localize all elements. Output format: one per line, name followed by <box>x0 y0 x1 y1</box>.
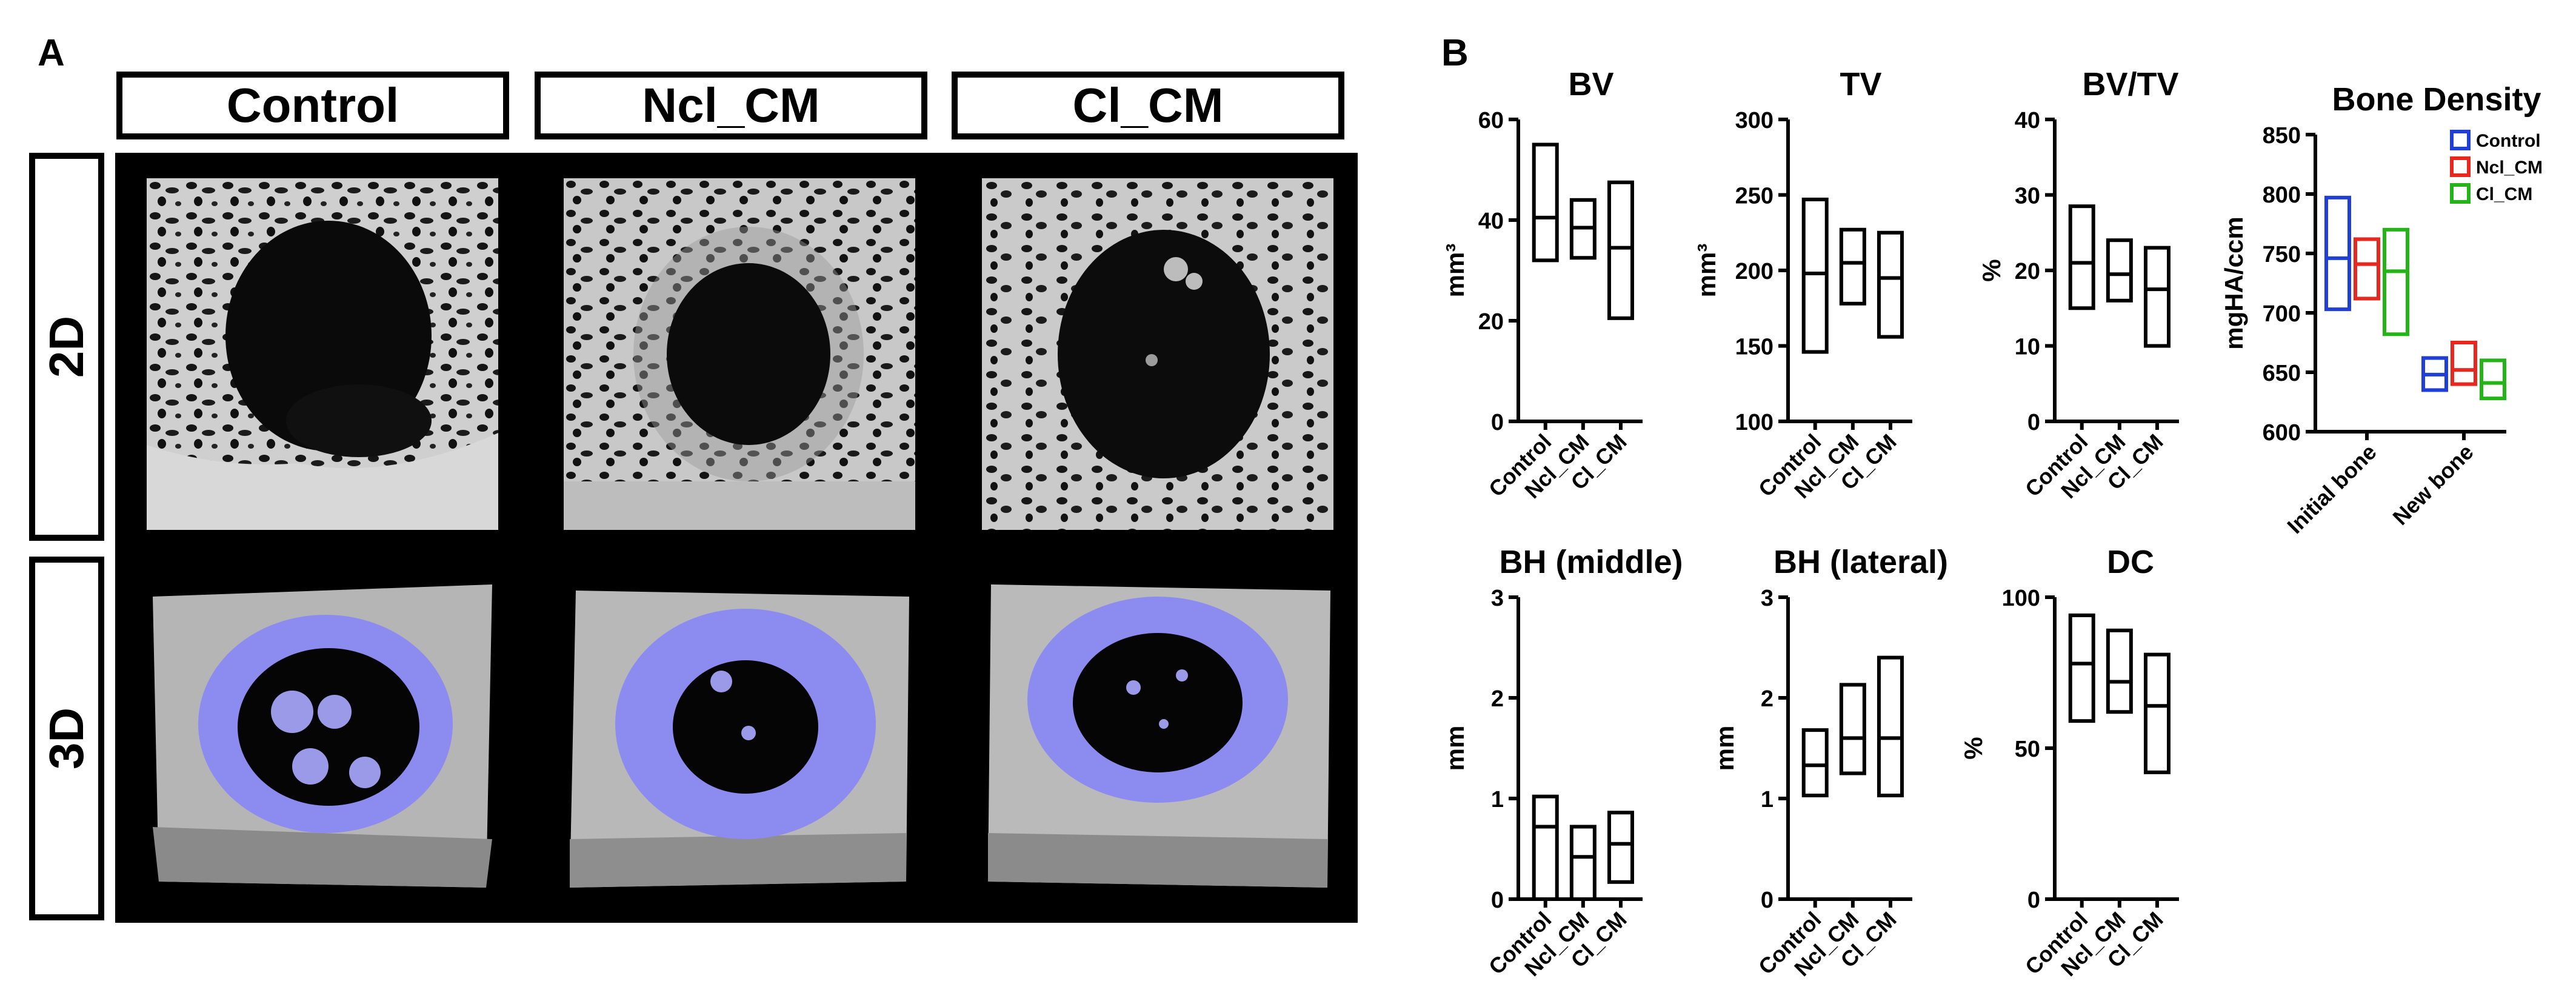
box-bv-tv-ncl-cm <box>2106 238 2133 303</box>
box-bh-middle-control <box>1532 794 1559 902</box>
y-tick-label-bh-lateral: 1 <box>1761 787 1774 812</box>
legend-swatch-control <box>2450 130 2471 150</box>
y-tick-label-bv-tv: 20 <box>2015 259 2040 284</box>
chart-title-bv-tv: BV/TV <box>2082 66 2178 102</box>
x-tick-label-bone-density-initial-bone: Initial bone <box>2282 440 2381 538</box>
y-tick-label-bv: 20 <box>1478 309 1504 335</box>
y-tick-label-bv-tv: 40 <box>2015 108 2040 133</box>
chart-title-bv: BV <box>1568 66 1613 102</box>
y-tick-label-bv: 40 <box>1478 209 1504 234</box>
box-bv-tv-cl-cm <box>2143 246 2171 348</box>
row-header-2d: 2D <box>29 153 104 541</box>
y-tick-label-tv: 300 <box>1735 108 1774 133</box>
row-header-3d: 3D <box>29 557 104 920</box>
y-tick-label-bh-lateral: 0 <box>1761 888 1774 913</box>
chart-title-bh-lateral: BH (lateral) <box>1774 544 1948 580</box>
box-tv-ncl-cm <box>1839 227 1866 306</box>
box-bv-tv-control <box>2068 204 2095 310</box>
box-bone-density-ncl-cm-initial-bone <box>2354 237 2380 301</box>
legend-swatch-ncl-cm <box>2450 156 2471 177</box>
y-tick-label-bh-lateral: 3 <box>1761 586 1774 611</box>
micro-ct-image-grid <box>115 153 1358 923</box>
y-axis-label-dc: % <box>1959 737 1987 759</box>
y-tick-label-bh-lateral: 2 <box>1761 686 1774 712</box>
column-header-cl-cm: Cl_CM <box>952 72 1344 139</box>
y-tick-label-bone-density: 600 <box>2263 420 2301 446</box>
box-tv-control <box>1801 197 1829 354</box>
y-axis-label-bh-middle: mm <box>1441 726 1469 771</box>
3d-render-ncl-cm <box>570 591 909 888</box>
y-tick-label-tv: 200 <box>1735 259 1774 284</box>
panel-a-letter: A <box>38 32 65 74</box>
y-tick-label-bv-tv: 0 <box>2027 410 2040 435</box>
y-tick-label-tv: 150 <box>1735 335 1774 360</box>
3d-render-cl-cm <box>988 584 1330 888</box>
y-tick-label-bv: 0 <box>1491 410 1504 435</box>
box-bh-lateral-ncl-cm <box>1839 683 1866 775</box>
box-dc-control <box>2068 613 2095 723</box>
box-bh-middle-ncl-cm <box>1569 825 1597 901</box>
chart-title-bone-density: Bone Density <box>2332 81 2541 118</box>
chart-title-dc: DC <box>2107 544 2154 580</box>
legend-label-ncl-cm: Ncl_CM <box>2476 158 2543 178</box>
chart-title-tv: TV <box>1840 66 1881 102</box>
box-bone-density-control-initial-bone <box>2324 195 2351 312</box>
box-dc-cl-cm <box>2143 652 2171 774</box>
y-tick-label-bv-tv: 30 <box>2015 184 2040 209</box>
box-bone-density-cl-cm-new-bone <box>2480 358 2506 401</box>
y-tick-label-bv-tv: 10 <box>2015 335 2040 360</box>
y-axis-label-tv: mm³ <box>1692 244 1721 298</box>
box-bh-lateral-cl-cm <box>1877 655 1904 798</box>
y-tick-label-bone-density: 800 <box>2263 182 2301 208</box>
y-tick-label-dc: 100 <box>2002 586 2040 611</box>
y-tick-label-bone-density: 700 <box>2263 301 2301 327</box>
box-bone-density-cl-cm-initial-bone <box>2383 227 2409 336</box>
chart-title-bh-middle: BH (middle) <box>1500 544 1683 580</box>
box-bh-lateral-control <box>1801 728 1829 798</box>
legend-label-cl-cm: Cl_CM <box>2476 184 2532 204</box>
legend-label-control: Control <box>2476 131 2541 151</box>
box-bone-density-ncl-cm-new-bone <box>2451 341 2477 386</box>
y-tick-label-bone-density: 650 <box>2263 361 2301 386</box>
box-tv-cl-cm <box>1877 230 1904 339</box>
2d-slice-ncl-cm <box>564 178 915 530</box>
2d-slice-cl-cm <box>982 178 1333 530</box>
y-axis-label-bone-density: mgHA/ccm <box>2220 216 2248 349</box>
y-tick-label-tv: 250 <box>1735 184 1774 209</box>
y-axis-label-bv: mm³ <box>1441 244 1469 298</box>
y-tick-label-bv: 60 <box>1478 108 1504 133</box>
2d-slice-control <box>147 178 498 530</box>
3d-render-control <box>153 584 492 888</box>
y-tick-label-bh-middle: 2 <box>1491 686 1504 712</box>
y-tick-label-bone-density: 750 <box>2263 242 2301 267</box>
y-tick-label-bh-middle: 3 <box>1491 586 1504 611</box>
x-tick-label-bone-density-new-bone: New bone <box>2387 440 2478 530</box>
y-tick-label-bone-density: 850 <box>2263 123 2301 149</box>
column-header-control: Control <box>116 72 509 139</box>
y-tick-label-dc: 50 <box>2015 737 2040 762</box>
y-axis-label-bh-lateral: mm <box>1710 726 1739 771</box>
column-header-ncl-cm: Ncl_CM <box>535 72 927 139</box>
y-axis-label-bv-tv: % <box>1977 259 2006 281</box>
box-dc-ncl-cm <box>2106 628 2133 714</box>
box-bh-middle-cl-cm <box>1607 811 1634 884</box>
y-tick-label-bh-middle: 0 <box>1491 888 1504 913</box>
panel-b-letter: B <box>1441 32 1469 74</box>
y-tick-label-tv: 100 <box>1735 410 1774 435</box>
y-tick-label-bh-middle: 1 <box>1491 787 1504 812</box>
y-tick-label-dc: 0 <box>2027 888 2040 913</box>
box-bv-cl-cm <box>1607 180 1634 320</box>
box-bv-control <box>1532 142 1559 263</box>
legend-swatch-cl-cm <box>2450 183 2471 204</box>
